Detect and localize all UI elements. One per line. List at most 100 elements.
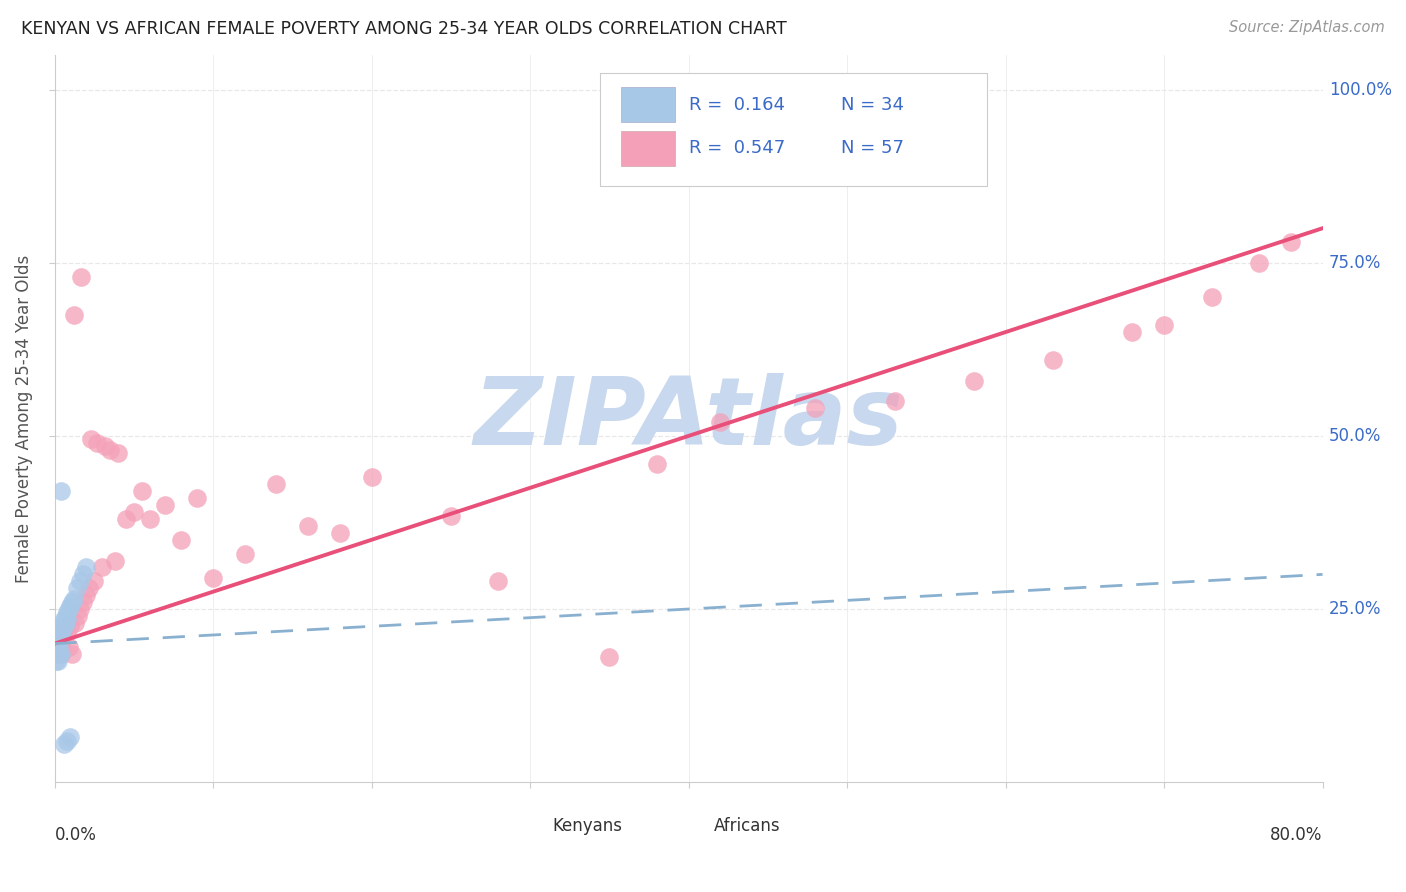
Point — [1121, 325, 1143, 339]
Point — [202, 571, 225, 585]
Point — [56, 626, 79, 640]
Point — [709, 415, 731, 429]
Point — [56, 612, 79, 626]
Point — [645, 457, 668, 471]
Point — [486, 574, 509, 589]
Text: 0.0%: 0.0% — [55, 826, 97, 844]
Bar — [621, 131, 675, 166]
Point — [155, 498, 177, 512]
Point — [58, 602, 80, 616]
Text: Kenyans: Kenyans — [553, 817, 623, 835]
Text: R =  0.164: R = 0.164 — [689, 95, 785, 113]
Point — [131, 484, 153, 499]
Point — [440, 508, 463, 523]
Point — [49, 647, 72, 661]
Point — [51, 623, 73, 637]
Point — [63, 615, 86, 630]
Point — [72, 595, 94, 609]
Point — [94, 439, 117, 453]
Point — [1042, 352, 1064, 367]
Point — [60, 595, 83, 609]
Point — [1279, 235, 1302, 249]
Point — [86, 435, 108, 450]
Point — [360, 470, 382, 484]
Point — [75, 588, 97, 602]
Point — [79, 581, 101, 595]
Point — [46, 640, 69, 654]
Point — [122, 505, 145, 519]
Point — [69, 602, 91, 616]
Point — [46, 647, 69, 661]
Point — [98, 442, 121, 457]
Point — [91, 560, 114, 574]
Point — [170, 533, 193, 547]
Bar — [517, 814, 546, 837]
Point — [56, 733, 79, 747]
Point — [45, 647, 67, 661]
Point — [59, 599, 82, 613]
Text: N = 57: N = 57 — [841, 139, 904, 157]
Point — [72, 567, 94, 582]
Point — [329, 525, 352, 540]
Point — [51, 626, 73, 640]
Text: Africans: Africans — [714, 817, 780, 835]
Point — [233, 547, 256, 561]
Text: KENYAN VS AFRICAN FEMALE POVERTY AMONG 25-34 YEAR OLDS CORRELATION CHART: KENYAN VS AFRICAN FEMALE POVERTY AMONG 2… — [21, 20, 787, 37]
Point — [49, 626, 72, 640]
Text: Source: ZipAtlas.com: Source: ZipAtlas.com — [1229, 20, 1385, 35]
Text: 80.0%: 80.0% — [1270, 826, 1323, 844]
Point — [46, 633, 69, 648]
Point — [69, 574, 91, 589]
Point — [186, 491, 208, 506]
Point — [58, 640, 80, 654]
Point — [45, 654, 67, 668]
Point — [48, 637, 70, 651]
Point — [59, 619, 82, 633]
Point — [75, 560, 97, 574]
Point — [48, 630, 70, 644]
Point — [46, 643, 69, 657]
Point — [59, 730, 82, 744]
Point — [60, 647, 83, 661]
Point — [49, 619, 72, 633]
Point — [45, 640, 67, 654]
Point — [49, 484, 72, 499]
Point — [80, 433, 103, 447]
Point — [104, 553, 127, 567]
Text: 100.0%: 100.0% — [1329, 81, 1392, 99]
Text: N = 34: N = 34 — [841, 95, 904, 113]
Point — [46, 654, 69, 668]
Point — [49, 640, 72, 654]
Point — [53, 619, 76, 633]
Point — [1201, 290, 1223, 304]
Point — [138, 512, 160, 526]
Point — [598, 650, 620, 665]
Point — [51, 633, 73, 648]
Bar — [679, 814, 706, 837]
Point — [55, 619, 77, 633]
Point — [66, 581, 89, 595]
Point — [266, 477, 288, 491]
Point — [55, 609, 77, 624]
Point — [53, 623, 76, 637]
Point — [48, 633, 70, 648]
Point — [70, 269, 93, 284]
Point — [48, 647, 70, 661]
Point — [883, 394, 905, 409]
Point — [1249, 256, 1271, 270]
Point — [48, 640, 70, 654]
Point — [83, 574, 105, 589]
Point — [53, 737, 76, 751]
Point — [46, 637, 69, 651]
FancyBboxPatch shape — [600, 73, 987, 186]
Y-axis label: Female Poverty Among 25-34 Year Olds: Female Poverty Among 25-34 Year Olds — [15, 254, 32, 582]
Point — [115, 512, 138, 526]
Point — [48, 626, 70, 640]
Point — [1153, 318, 1175, 333]
Point — [963, 374, 986, 388]
Point — [62, 308, 84, 322]
Point — [51, 615, 73, 630]
Point — [804, 401, 827, 416]
Point — [107, 446, 129, 460]
Point — [297, 519, 319, 533]
